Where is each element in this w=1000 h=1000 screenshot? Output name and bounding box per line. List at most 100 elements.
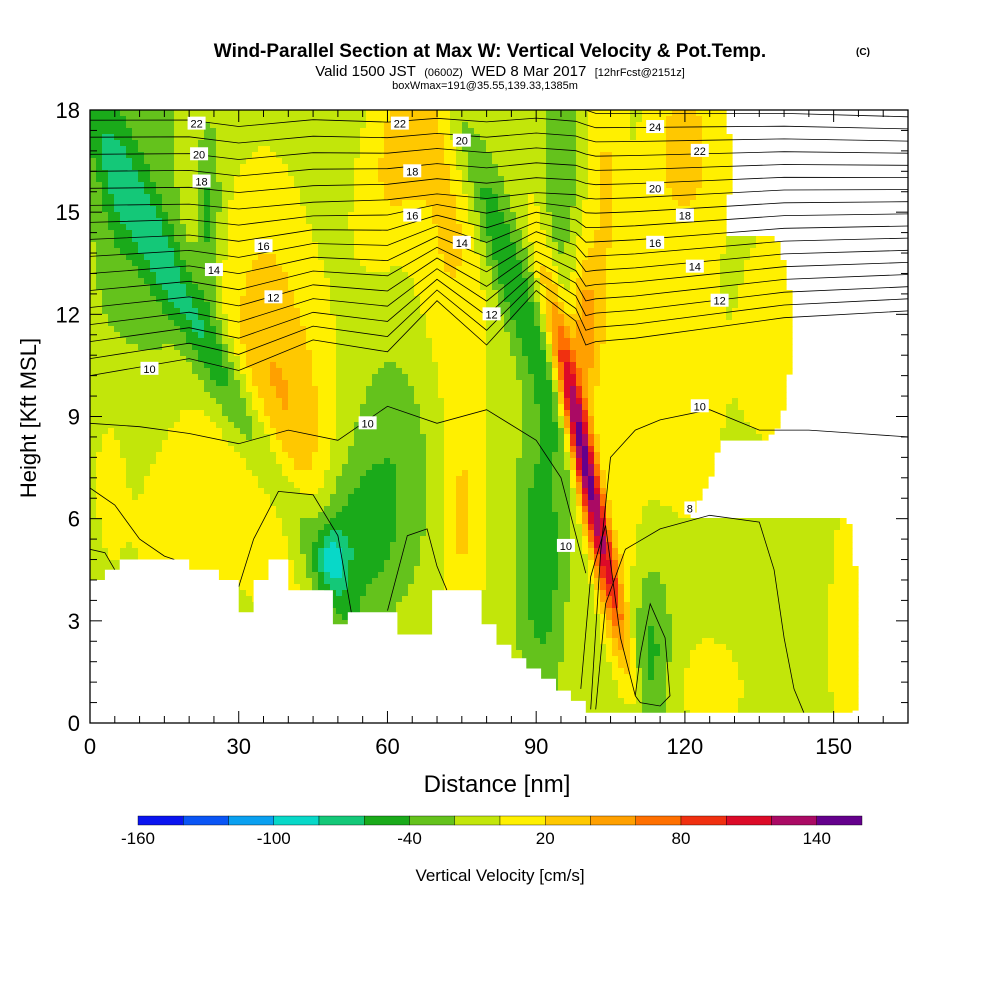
- velocity-cell: [438, 128, 451, 135]
- velocity-cell: [588, 536, 595, 543]
- velocity-cell: [594, 554, 601, 561]
- velocity-cell: [348, 446, 427, 453]
- velocity-cell: [570, 368, 577, 375]
- velocity-cell: [558, 398, 565, 405]
- velocity-cell: [456, 548, 469, 555]
- velocity-cell: [588, 524, 595, 531]
- velocity-cell: [336, 434, 355, 441]
- velocity-cell: [108, 182, 145, 189]
- velocity-cell: [210, 122, 367, 129]
- velocity-cell: [510, 314, 535, 321]
- isentrope-label-bg: [690, 143, 709, 157]
- velocity-cell: [330, 542, 337, 549]
- velocity-cell: [324, 260, 361, 267]
- velocity-cell: [126, 122, 175, 129]
- velocity-cell: [672, 638, 703, 645]
- isentrope-label-bg: [254, 239, 273, 253]
- velocity-cell: [582, 428, 589, 435]
- velocity-cell: [468, 206, 475, 213]
- isentrope-label: 10: [560, 541, 572, 553]
- velocity-cell: [288, 398, 319, 405]
- velocity-cell: [576, 308, 583, 315]
- velocity-cell: [606, 494, 703, 501]
- velocity-cell: [540, 344, 547, 351]
- velocity-cell: [180, 218, 199, 225]
- velocity-cell: [642, 578, 661, 585]
- velocity-cell: [564, 650, 607, 657]
- velocity-cell: [630, 122, 637, 129]
- velocity-cell: [606, 596, 613, 603]
- velocity-cell: [630, 584, 643, 591]
- velocity-cell: [594, 470, 601, 477]
- velocity-cell: [594, 434, 601, 441]
- velocity-cell: [354, 200, 391, 207]
- velocity-cell: [576, 434, 583, 441]
- velocity-cell: [498, 272, 523, 279]
- velocity-cell: [558, 368, 565, 375]
- velocity-cell: [486, 368, 517, 375]
- velocity-cell: [240, 386, 247, 393]
- velocity-cell: [516, 584, 529, 591]
- velocity-cell: [462, 182, 475, 189]
- velocity-cell: [606, 566, 613, 573]
- isentrope-label: 22: [190, 119, 202, 131]
- velocity-cell: [540, 428, 559, 435]
- velocity-cell: [474, 200, 487, 207]
- velocity-cell: [216, 422, 235, 429]
- velocity-cell: [462, 170, 469, 177]
- velocity-cell: [534, 302, 541, 309]
- velocity-cell: [666, 146, 703, 153]
- velocity-cell: [126, 458, 157, 465]
- velocity-cell: [432, 356, 487, 363]
- velocity-cell: [636, 674, 643, 681]
- velocity-cell: [492, 152, 547, 159]
- velocity-cell: [306, 332, 337, 339]
- velocity-cell: [606, 482, 709, 489]
- velocity-cell: [234, 374, 247, 381]
- velocity-cell: [558, 512, 571, 519]
- velocity-cell: [522, 272, 535, 279]
- velocity-cell: [342, 590, 367, 597]
- velocity-cell: [318, 530, 331, 537]
- velocity-cell: [90, 482, 97, 489]
- velocity-cell: [120, 140, 139, 147]
- velocity-cell: [732, 650, 829, 657]
- isentrope-line: [90, 280, 908, 359]
- velocity-cell: [594, 404, 727, 411]
- velocity-cell: [486, 362, 517, 369]
- velocity-cell: [600, 554, 607, 561]
- velocity-cell: [432, 350, 487, 357]
- velocity-cell: [594, 458, 601, 465]
- velocity-cell: [702, 122, 727, 129]
- velocity-cell: [534, 272, 541, 279]
- velocity-cell: [546, 314, 553, 321]
- velocity-cell: [600, 446, 721, 453]
- velocity-cell: [828, 590, 859, 597]
- velocity-cell: [168, 314, 187, 321]
- velocity-cell: [258, 386, 277, 393]
- velocity-cell: [456, 476, 469, 483]
- velocity-cell: [90, 542, 103, 549]
- isentrope-line: [90, 548, 116, 571]
- velocity-cell: [666, 584, 829, 591]
- velocity-cell: [330, 602, 361, 609]
- velocity-cell: [396, 464, 427, 471]
- velocity-cell: [336, 350, 433, 357]
- velocity-cell: [492, 266, 499, 273]
- velocity-cell: [456, 494, 469, 501]
- velocity-cell: [126, 254, 145, 261]
- velocity-cell: [558, 284, 565, 291]
- velocity-cell: [528, 206, 541, 213]
- velocity-cell: [612, 608, 619, 615]
- velocity-cell: [138, 494, 271, 501]
- velocity-cell: [228, 344, 235, 351]
- velocity-cell: [594, 290, 607, 297]
- velocity-cell: [738, 296, 793, 303]
- velocity-cell: [234, 344, 247, 351]
- velocity-cell: [528, 518, 559, 525]
- velocity-cell: [702, 164, 733, 171]
- velocity-cell: [114, 242, 139, 249]
- velocity-cell: [540, 224, 553, 231]
- velocity-cell: [198, 206, 205, 213]
- velocity-cell: [558, 428, 565, 435]
